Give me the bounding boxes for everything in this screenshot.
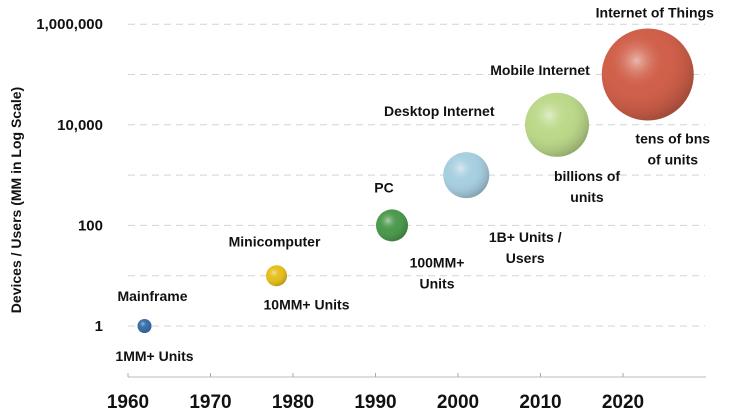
bubble-name-label: Mobile Internet	[490, 62, 590, 78]
bubble-note-label: units	[570, 189, 604, 205]
bubble-note-label: billions of	[554, 168, 620, 184]
bubble-note-label: of units	[647, 152, 698, 168]
bubble-shading	[443, 152, 490, 199]
x-tick-label: 2020	[602, 392, 644, 413]
bubble-shading	[376, 209, 408, 242]
x-tick-label: 2000	[437, 392, 479, 413]
bubble-note-label: 1MM+ Units	[115, 348, 193, 364]
bubble-note-label: Units	[420, 275, 455, 291]
bubble-shading	[137, 319, 152, 333]
bubble-name-label: Minicomputer	[229, 234, 321, 250]
x-tick-label: 2010	[519, 392, 561, 413]
x-tick-label: 1980	[272, 392, 314, 413]
x-tick-label: 1970	[189, 392, 231, 413]
bubble-note-label: 10MM+ Units	[264, 297, 350, 313]
bubble-note-label: Users	[506, 250, 545, 266]
x-tick-label: 1960	[107, 392, 149, 413]
bubble-name-label: PC	[374, 179, 393, 195]
bubble-shading	[266, 265, 287, 287]
y-tick-label: 1,000,000	[36, 16, 103, 33]
x-tick-label: 1990	[354, 392, 396, 413]
gridlines	[128, 23, 705, 327]
axes: 1 100 10,000 1,000,000 1960 1970 1980 1990 2000 2…	[36, 16, 706, 413]
y-tick-label: 1	[95, 318, 103, 335]
y-tick-label: 100	[78, 217, 103, 234]
bubble-note-label: tens of bns	[635, 131, 710, 147]
bubble-note-label: 1B+ Units /	[489, 229, 562, 245]
bubbles: Mainframe 1MM+ Units Minicomputer 10MM+ Uni…	[115, 5, 714, 365]
y-axis-label: Devices / Users (MM in Log Scale)	[8, 87, 24, 313]
bubble-name-label: Internet of Things	[596, 5, 714, 21]
y-tick-label: 10,000	[57, 117, 103, 134]
bubble-shading	[601, 28, 694, 121]
bubble-name-label: Desktop Internet	[384, 103, 495, 119]
bubble-shading	[525, 92, 589, 157]
bubble-name-label: Mainframe	[117, 288, 187, 304]
bubble-note-label: 100MM+	[410, 254, 465, 270]
